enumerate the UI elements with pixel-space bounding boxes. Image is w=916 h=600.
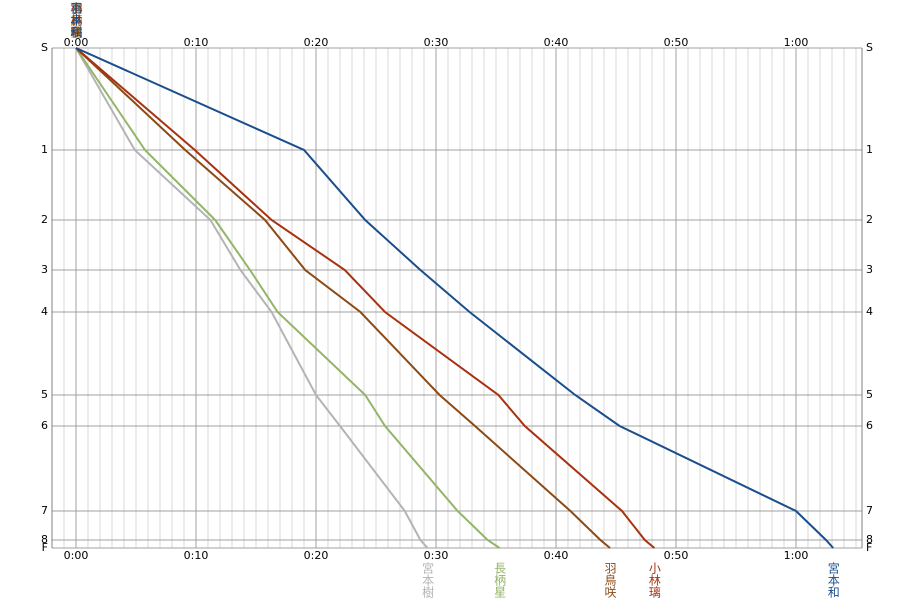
x-tick-label: 1:00 [784, 549, 809, 562]
series-end-label: 宮本樹 [421, 561, 435, 598]
series-line [75, 47, 834, 549]
y-tick-label: 1 [41, 143, 48, 156]
x-tick-label: 1:00 [784, 36, 809, 49]
x-tick-label: 0:40 [544, 36, 569, 49]
y-tick-label: 5 [41, 388, 48, 401]
series-start-label: 羽鳥咲 [69, 2, 83, 39]
x-tick-label: 0:00 [64, 36, 89, 49]
x-tick-label: 0:30 [424, 36, 449, 49]
y-tick-label: 7 [866, 504, 873, 517]
series-line [75, 47, 656, 549]
x-tick-label: 0:30 [424, 549, 449, 562]
series-start-label: 宮本和 [69, 1, 83, 38]
series-start-label: 長柄星 [69, 2, 83, 38]
x-tick-label: 0:00 [64, 549, 89, 562]
series-line [75, 47, 501, 549]
x-tick-label: 0:50 [664, 549, 689, 562]
y-tick-label: 2 [41, 213, 48, 226]
series-start-label: 宮本樹 [69, 1, 83, 38]
x-tick-label: 0:50 [664, 36, 689, 49]
x-tick-label: 0:20 [304, 36, 329, 49]
series-line [75, 47, 429, 549]
y-tick-label: 6 [866, 419, 873, 432]
series-end-label: 長柄星 [493, 562, 507, 598]
y-tick-label: 6 [41, 419, 48, 432]
y-tick-label: 1 [866, 143, 873, 156]
y-tick-label: S [866, 41, 873, 54]
y-tick-label: F [42, 541, 48, 554]
y-tick-label: 3 [41, 263, 48, 276]
y-tick-label: 2 [866, 213, 873, 226]
y-tick-label: 4 [41, 305, 48, 318]
x-tick-label: 0:10 [184, 36, 209, 49]
y-tick-label: 8 [41, 533, 48, 546]
y-tick-label: S [41, 41, 48, 54]
series-line [75, 47, 611, 549]
y-tick-label: 4 [866, 305, 873, 318]
y-tick-label: 8 [866, 533, 873, 546]
series-start-label: 小林璃 [69, 2, 83, 39]
x-tick-label: 0:40 [544, 549, 569, 562]
series-end-label: 羽鳥咲 [603, 562, 617, 599]
series-end-label: 小林璃 [647, 562, 661, 599]
y-tick-label: F [866, 541, 872, 554]
y-tick-label: 7 [41, 504, 48, 517]
y-tick-label: 5 [866, 388, 873, 401]
x-tick-label: 0:10 [184, 549, 209, 562]
x-tick-label: 0:20 [304, 549, 329, 562]
y-tick-label: 3 [866, 263, 873, 276]
series-end-label: 宮本和 [826, 561, 840, 598]
